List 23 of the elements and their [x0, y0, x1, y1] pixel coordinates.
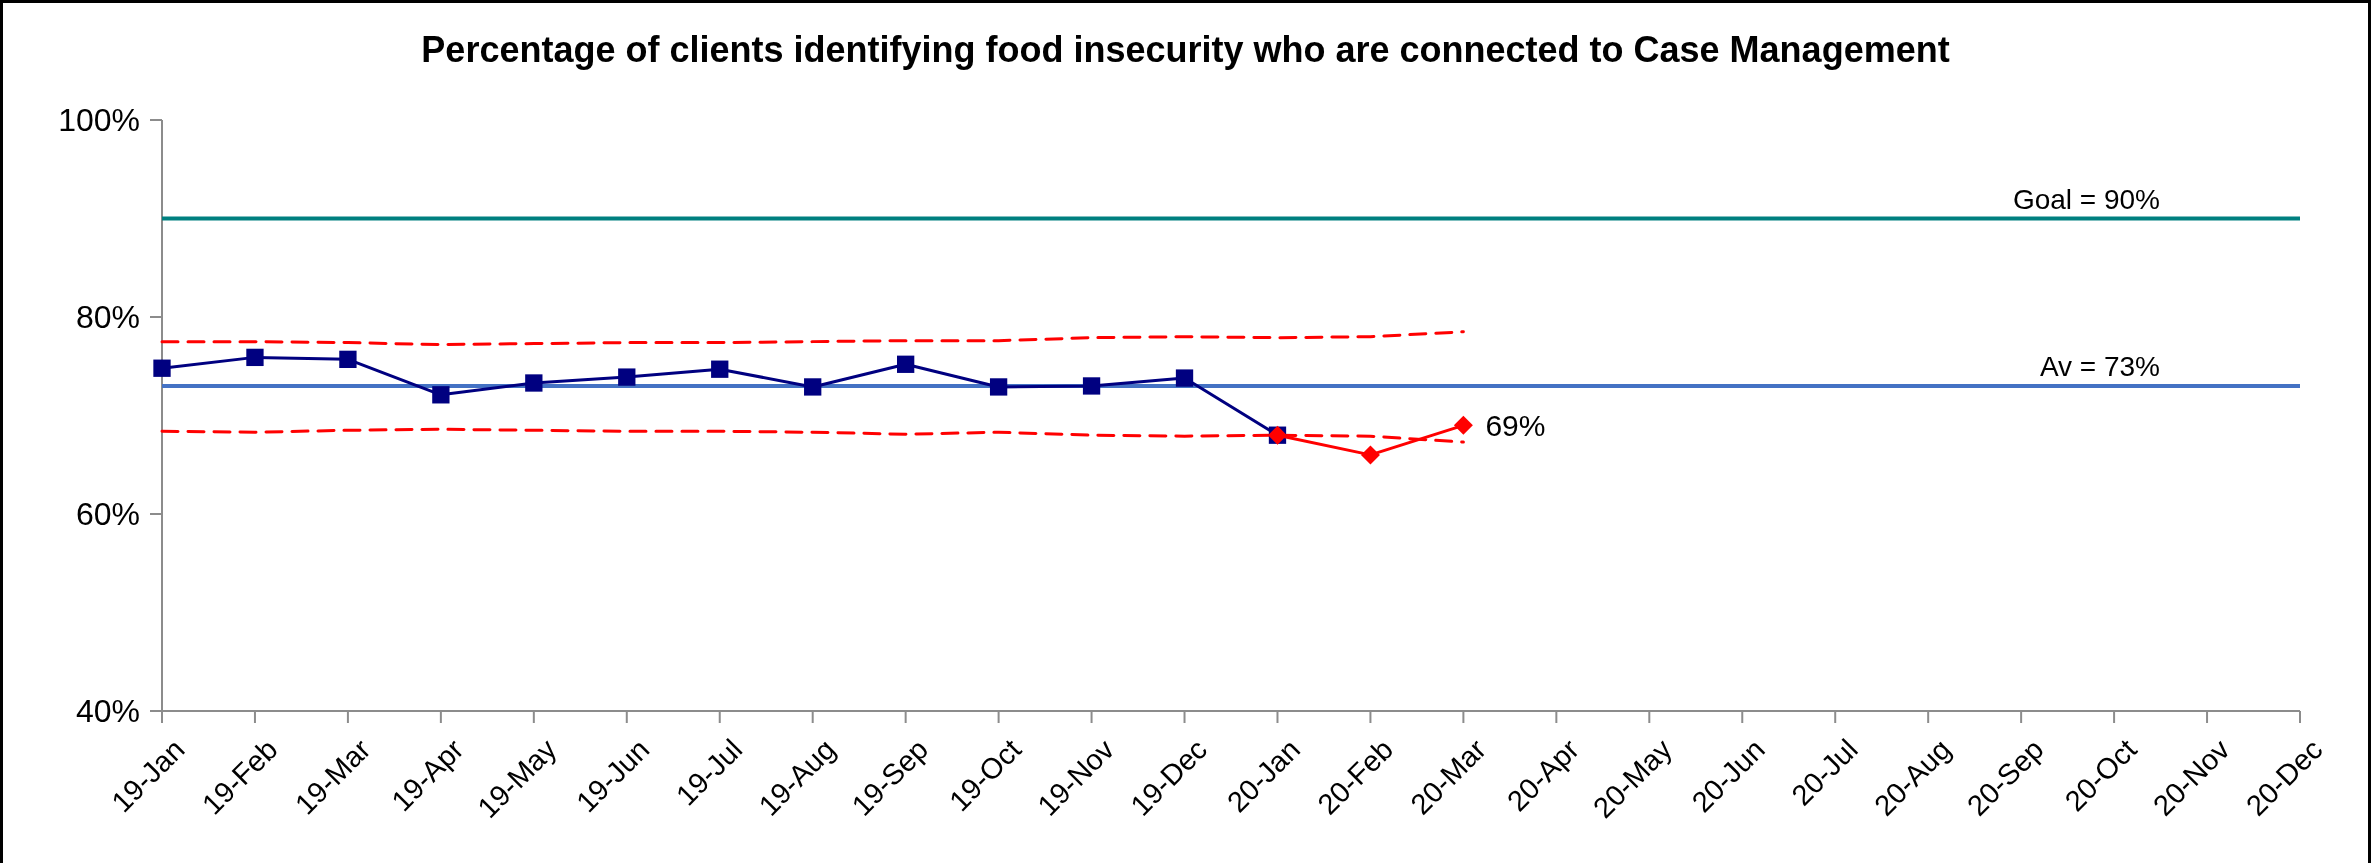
ref-line-label: Goal = 90% — [2012, 183, 2160, 215]
point — [711, 360, 729, 378]
chart-title: Percentage of clients identifying food insecurity who are connected to Case Management — [421, 29, 1950, 70]
point — [153, 359, 171, 377]
point — [246, 348, 264, 367]
point — [1175, 369, 1194, 387]
point — [525, 374, 543, 392]
y-tick-label: 60% — [75, 496, 140, 533]
point — [1453, 415, 1473, 435]
point — [1082, 377, 1101, 395]
point — [804, 378, 822, 396]
y-tick-label: 40% — [75, 693, 140, 730]
point — [1360, 445, 1380, 465]
point — [989, 378, 1008, 396]
point — [339, 350, 357, 369]
y-tick-label: 100% — [58, 102, 140, 139]
annotation: 69% — [1485, 408, 1546, 442]
point — [432, 386, 450, 404]
y-tick-label: 80% — [75, 299, 140, 336]
point — [896, 355, 915, 373]
line-series — [160, 330, 1465, 347]
point — [618, 368, 636, 386]
ref-line-label: Av = 73% — [2039, 350, 2160, 382]
